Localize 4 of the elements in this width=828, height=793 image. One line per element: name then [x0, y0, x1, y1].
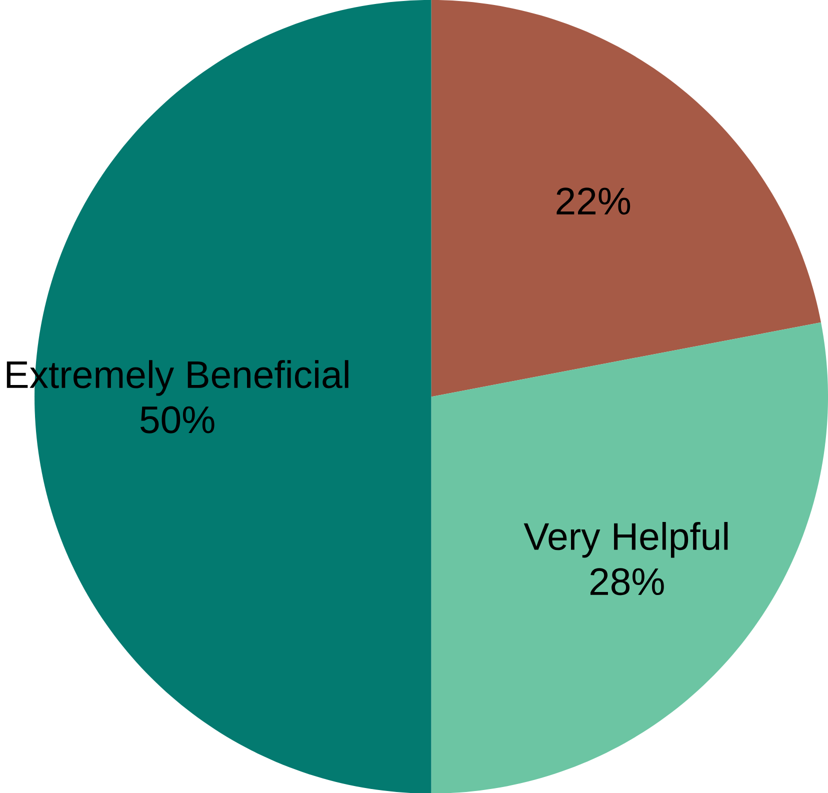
- data-label: 28%: [590, 568, 664, 595]
- slice-label: Very Helpful: [524, 522, 728, 558]
- data-label: 50%: [140, 406, 214, 434]
- data-label: 22%: [556, 187, 630, 214]
